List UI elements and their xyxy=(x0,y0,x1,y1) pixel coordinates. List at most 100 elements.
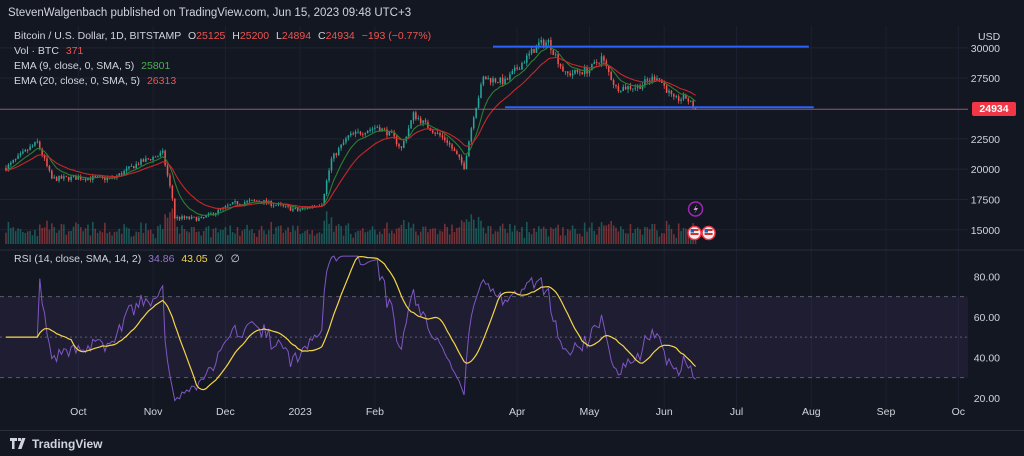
rsi-legend[interactable]: RSI (14, close, SMA, 14, 2) 34.86 43.05 … xyxy=(14,252,240,267)
flag-stripe xyxy=(690,229,699,231)
candle-body xyxy=(284,205,287,207)
volume-bar xyxy=(248,230,251,244)
volume-bar xyxy=(296,225,299,244)
candle-body xyxy=(272,205,275,207)
volume-bar xyxy=(477,217,480,244)
ema20-legend-row[interactable]: EMA (20, close, 0, SMA, 5) 26313 xyxy=(14,74,431,89)
candle-body xyxy=(663,82,665,86)
candle-body xyxy=(125,168,128,171)
volume-bar xyxy=(658,236,661,244)
candle-body xyxy=(374,127,376,129)
symbol-legend-row[interactable]: Bitcoin / U.S. Dollar, 1D, BITSTAMP O251… xyxy=(14,29,431,44)
candle-body xyxy=(677,96,680,101)
candle-body xyxy=(41,149,43,156)
volume-bar xyxy=(591,222,593,244)
price-tick-label: 15000 xyxy=(971,225,1000,237)
candle-body xyxy=(499,77,502,83)
volume-bar xyxy=(680,231,682,244)
volume-bar xyxy=(617,231,620,244)
candle-body xyxy=(453,148,456,152)
candle-body xyxy=(26,149,29,151)
candle-body xyxy=(234,201,236,203)
volume-bar xyxy=(542,226,545,244)
candle-body xyxy=(106,178,109,181)
candle-body xyxy=(96,176,99,178)
volume-bar xyxy=(294,230,297,244)
time-tick-label: Jun xyxy=(656,406,673,418)
volume-bar xyxy=(374,229,376,244)
candle-body xyxy=(178,216,181,220)
candle-body xyxy=(624,86,627,90)
candle-body xyxy=(345,138,347,143)
rsi-tick-label: 40.00 xyxy=(974,352,1000,364)
volume-bar xyxy=(376,234,379,244)
volume-legend-row[interactable]: Vol · BTC 371 xyxy=(14,44,431,59)
candle-body xyxy=(523,62,526,64)
candle-body xyxy=(538,42,540,46)
candle-body xyxy=(133,166,135,169)
volume-bar xyxy=(571,225,574,244)
flag-stripe xyxy=(704,233,713,235)
candle-body xyxy=(550,39,552,51)
volume-bar xyxy=(166,217,169,244)
high-label: H xyxy=(232,30,240,42)
candle-body xyxy=(190,216,193,219)
candle-body xyxy=(458,154,461,158)
candle-body xyxy=(145,158,147,162)
candle-body xyxy=(48,165,51,171)
volume-bar xyxy=(79,227,82,244)
flag-stripe xyxy=(704,229,713,231)
volume-bar xyxy=(668,224,670,244)
candle-body xyxy=(7,164,10,171)
footer-brand[interactable]: TradingView xyxy=(32,436,103,451)
candle-body xyxy=(224,206,227,208)
volume-bar xyxy=(557,224,559,244)
candle-body xyxy=(407,128,410,138)
candle-body xyxy=(137,163,140,165)
volume-bar xyxy=(444,223,446,244)
candle-body xyxy=(579,71,581,73)
volume-bar xyxy=(323,220,326,244)
volume-bar xyxy=(489,226,492,244)
author-name[interactable]: StevenWalgenbach xyxy=(8,7,108,19)
volume-bar xyxy=(352,237,354,244)
volume-bar xyxy=(183,228,186,244)
candle-body xyxy=(641,84,644,89)
chart-area[interactable]: 15000 17500 20000 22500 27500 30000 20.00 40.00… xyxy=(0,26,1024,430)
volume-bar xyxy=(137,232,140,244)
volume-bar xyxy=(552,228,555,244)
volume-bar xyxy=(388,233,391,244)
price-chart-svg[interactable]: 15000 17500 20000 22500 27500 30000 20.00 40.00… xyxy=(0,26,1024,430)
time-tick-label: Feb xyxy=(366,406,384,418)
candle-body xyxy=(277,203,280,206)
candle-body xyxy=(381,128,383,132)
volume-bar xyxy=(627,233,629,244)
time-tick-label: May xyxy=(580,406,601,418)
volume-bar xyxy=(169,212,171,244)
candle-body xyxy=(154,156,157,158)
volume-bar xyxy=(82,231,84,244)
candle-body xyxy=(17,155,19,159)
volume-bar xyxy=(301,233,304,244)
candle-body xyxy=(610,72,612,80)
candle-body xyxy=(398,144,400,147)
candle-body xyxy=(94,176,96,177)
candle-body xyxy=(294,208,297,209)
candle-body xyxy=(446,140,449,143)
candle-body xyxy=(571,73,574,76)
candle-body xyxy=(171,185,174,199)
volume-bar xyxy=(154,238,157,244)
candle-body xyxy=(632,88,634,90)
volume-bar xyxy=(104,222,106,244)
volume-bar xyxy=(400,224,403,244)
candle-body xyxy=(58,175,60,181)
volume-bar xyxy=(313,235,316,244)
candle-body xyxy=(12,160,15,163)
volume-bar xyxy=(205,227,207,244)
ema9-legend-row[interactable]: EMA (9, close, 0, SMA, 5) 25801 xyxy=(14,59,431,74)
volume-bar xyxy=(101,232,104,244)
volume-bar xyxy=(188,232,191,244)
candle-body xyxy=(337,148,340,156)
candle-body xyxy=(687,98,690,102)
volume-bar xyxy=(393,233,395,244)
